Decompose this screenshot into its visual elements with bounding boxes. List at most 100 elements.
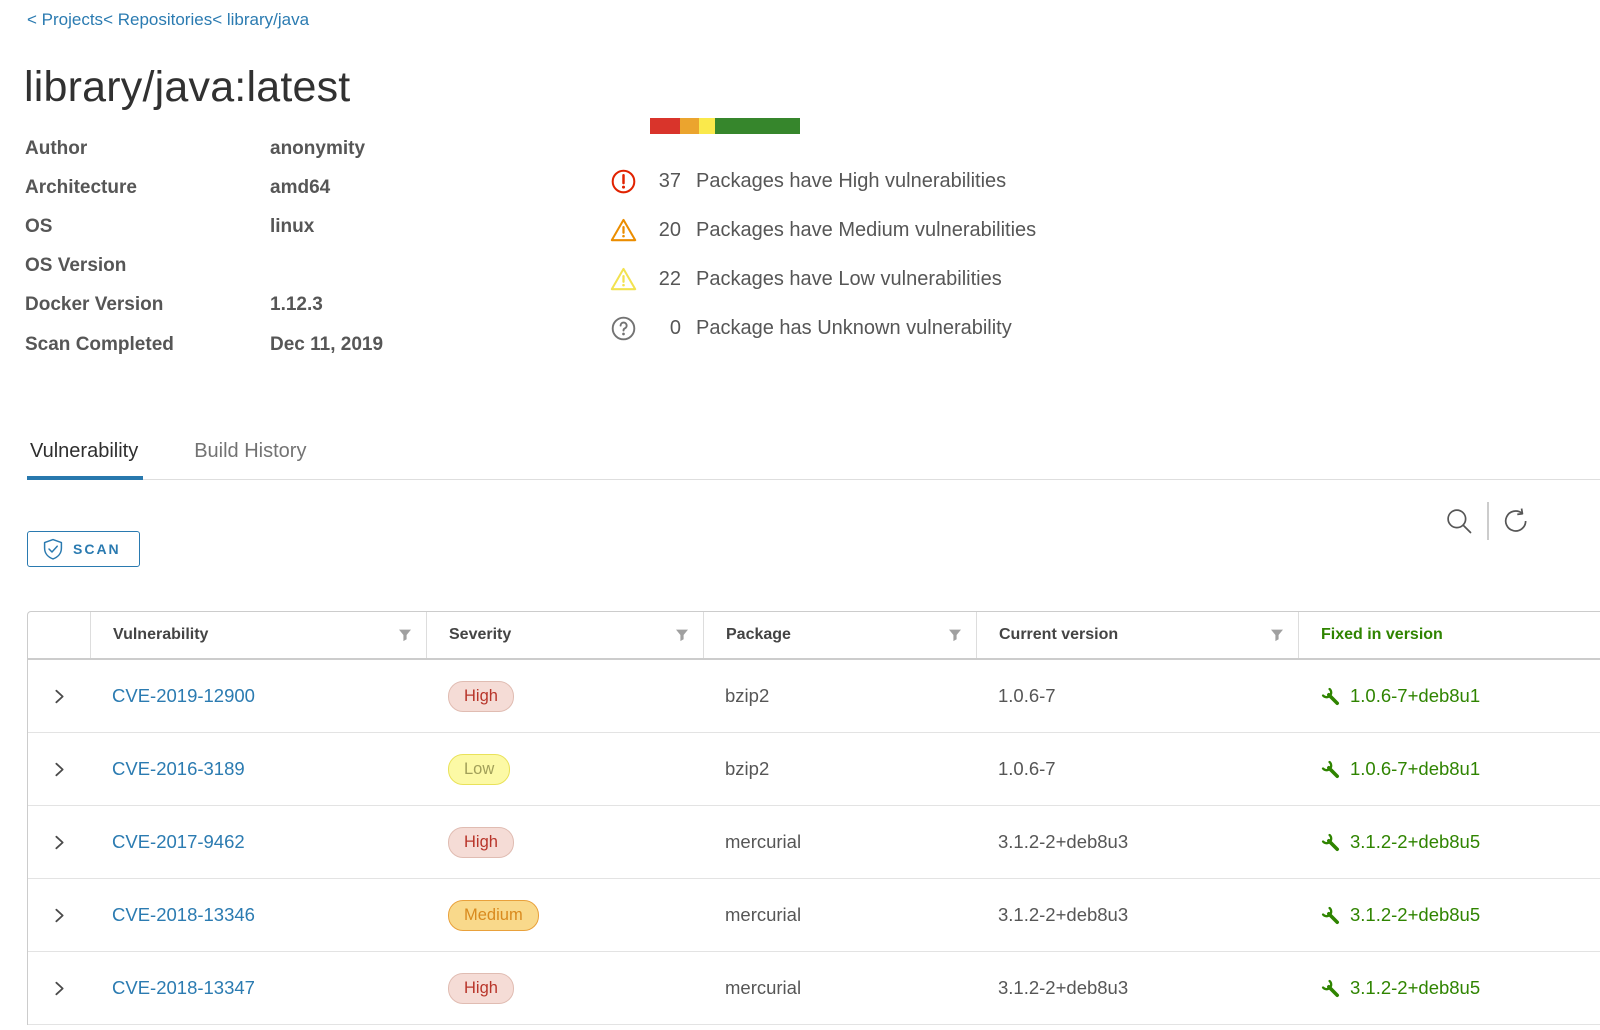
column-header-vulnerability: Vulnerability (113, 626, 209, 643)
tab-build-history[interactable]: Build History (194, 440, 307, 462)
detail-value: amd64 (270, 176, 331, 198)
column-header-current-version: Current version (999, 626, 1119, 643)
severity-badge: High (448, 826, 514, 858)
column-header-severity: Severity (449, 626, 512, 643)
filter-funnel-icon[interactable] (948, 628, 962, 642)
severity-icon (610, 266, 637, 293)
fixed-version: 1.0.6-7+deb8u1 (1350, 685, 1481, 706)
severity-summary-item: 0 Package has Unknown vulnerability (610, 304, 1250, 353)
expand-row-chevron-icon[interactable] (50, 760, 69, 779)
package-cell: bzip2 (725, 758, 770, 779)
detail-label: Author (25, 137, 88, 159)
cve-link[interactable]: CVE-2016-3189 (112, 758, 245, 779)
wrench-icon (1320, 759, 1341, 780)
severity-bar-segment (680, 118, 699, 134)
detail-label: Architecture (25, 176, 137, 198)
severity-bar-segment (699, 118, 715, 134)
wrench-icon (1320, 978, 1341, 999)
table-row: CVE-2016-3189 Low bzip2 1.0.6-7 1.0.6-7+… (28, 733, 1600, 806)
detail-row: Architecture amd64 (25, 168, 383, 207)
severity-summary-item: 37 Packages have High vulnerabilities (610, 157, 1250, 206)
current-version-cell: 3.1.2-2+deb8u3 (998, 904, 1129, 925)
package-cell: mercurial (725, 977, 802, 998)
actions-divider (1487, 502, 1489, 540)
table-row: CVE-2019-12900 High bzip2 1.0.6-7 1.0.6-… (28, 660, 1600, 733)
breadcrumb: < Projects < Repositories < library/java (27, 10, 309, 30)
detail-row: Scan Completed Dec 11, 2019 (25, 325, 383, 364)
current-version-cell: 1.0.6-7 (998, 685, 1056, 706)
detail-label: Docker Version (25, 294, 164, 316)
detail-row: Docker Version 1.12.3 (25, 286, 383, 325)
column-header-fixed-in-version: Fixed in version (1321, 626, 1443, 643)
wrench-icon (1320, 686, 1341, 707)
wrench-icon (1320, 832, 1341, 853)
fixed-version: 3.1.2-2+deb8u5 (1350, 831, 1481, 852)
current-version-cell: 3.1.2-2+deb8u3 (998, 977, 1129, 998)
refresh-icon[interactable] (1501, 506, 1531, 536)
breadcrumb-link[interactable]: < Projects (27, 10, 104, 29)
severity-summary-bar (650, 118, 800, 134)
expand-row-chevron-icon[interactable] (50, 979, 69, 998)
severity-count: 20 (658, 219, 681, 241)
severity-badge: High (448, 972, 514, 1004)
scan-button[interactable]: SCAN (27, 531, 140, 567)
fixed-version: 3.1.2-2+deb8u5 (1350, 904, 1481, 925)
tab-bar: Vulnerability Build History (27, 440, 1600, 480)
tab-vulnerability[interactable]: Vulnerability (27, 440, 144, 480)
severity-summary-item: 20 Packages have Medium vulnerabilities (610, 206, 1250, 255)
cve-link[interactable]: CVE-2017-9462 (112, 831, 245, 852)
severity-bar-segment (650, 118, 680, 134)
table-body: CVE-2019-12900 High bzip2 1.0.6-7 1.0.6-… (28, 660, 1600, 1025)
severity-icon (610, 168, 637, 195)
detail-row: OS Version (25, 247, 383, 286)
package-cell: mercurial (725, 831, 802, 852)
column-header-package: Package (726, 626, 791, 643)
severity-count: 37 (658, 170, 681, 192)
package-cell: mercurial (725, 904, 802, 925)
wrench-icon (1320, 905, 1341, 926)
filter-funnel-icon[interactable] (675, 628, 689, 642)
detail-value: Dec 11, 2019 (270, 333, 384, 355)
severity-count: 0 (669, 317, 681, 339)
package-cell: bzip2 (725, 685, 770, 706)
detail-row: Author anonymity (25, 129, 383, 168)
current-version-cell: 3.1.2-2+deb8u3 (998, 831, 1129, 852)
filter-funnel-icon[interactable] (398, 628, 412, 642)
severity-summary-item: 22 Packages have Low vulnerabilities (610, 255, 1250, 304)
expand-row-chevron-icon[interactable] (50, 906, 69, 925)
severity-text: Packages have High vulnerabilities (696, 170, 1007, 192)
table-row: CVE-2017-9462 High mercurial 3.1.2-2+deb… (28, 806, 1600, 879)
scan-button-label: SCAN (73, 541, 121, 557)
severity-summary-list: 37 Packages have High vulnerabilities (610, 157, 1250, 353)
image-details: Author anonymity Architecture amd64 OS l… (25, 129, 383, 364)
fixed-version: 3.1.2-2+deb8u5 (1350, 977, 1481, 998)
current-version-cell: 1.0.6-7 (998, 758, 1056, 779)
detail-label: Scan Completed (25, 333, 174, 355)
cve-link[interactable]: CVE-2018-13347 (112, 977, 255, 998)
vulnerability-summary: 37 Packages have High vulnerabilities (610, 118, 1250, 353)
detail-label: OS Version (25, 255, 127, 277)
cve-link[interactable]: CVE-2019-12900 (112, 685, 255, 706)
detail-row: OS linux (25, 207, 383, 246)
severity-badge: Low (448, 753, 511, 785)
cve-link[interactable]: CVE-2018-13346 (112, 904, 255, 925)
severity-count: 22 (658, 268, 681, 290)
severity-bar-segment (715, 118, 800, 134)
expand-row-chevron-icon[interactable] (50, 687, 69, 706)
severity-text: Package has Unknown vulnerability (696, 317, 1012, 339)
severity-icon (610, 217, 637, 244)
expand-row-chevron-icon[interactable] (50, 833, 69, 852)
detail-value: linux (270, 215, 315, 237)
severity-badge: High (448, 680, 514, 712)
grid-actions (1443, 500, 1531, 542)
breadcrumb-link[interactable]: < Repositories (103, 10, 213, 29)
table-row: CVE-2018-13346 Medium mercurial 3.1.2-2+… (28, 879, 1600, 952)
breadcrumb-link[interactable]: < library/java (212, 10, 310, 29)
filter-funnel-icon[interactable] (1270, 628, 1284, 642)
fixed-version: 1.0.6-7+deb8u1 (1350, 758, 1481, 779)
detail-value: anonymity (270, 137, 366, 159)
search-icon[interactable] (1443, 505, 1475, 537)
table-header: Vulnerability Severity Package Current v… (28, 612, 1600, 660)
severity-text: Packages have Medium vulnerabilities (696, 219, 1037, 241)
severity-badge: Medium (448, 899, 539, 931)
